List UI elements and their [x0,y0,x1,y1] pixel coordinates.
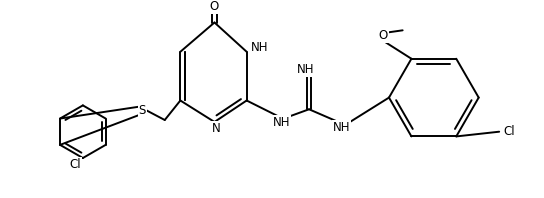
Text: NH: NH [251,41,268,54]
Text: Cl: Cl [69,158,81,171]
Text: O: O [210,0,219,13]
Text: NH: NH [296,63,314,76]
Text: Cl: Cl [503,125,515,138]
Text: S: S [139,104,146,117]
Text: NH: NH [332,121,350,134]
Text: O: O [379,29,388,42]
Text: N: N [212,122,221,135]
Text: NH: NH [273,116,290,129]
